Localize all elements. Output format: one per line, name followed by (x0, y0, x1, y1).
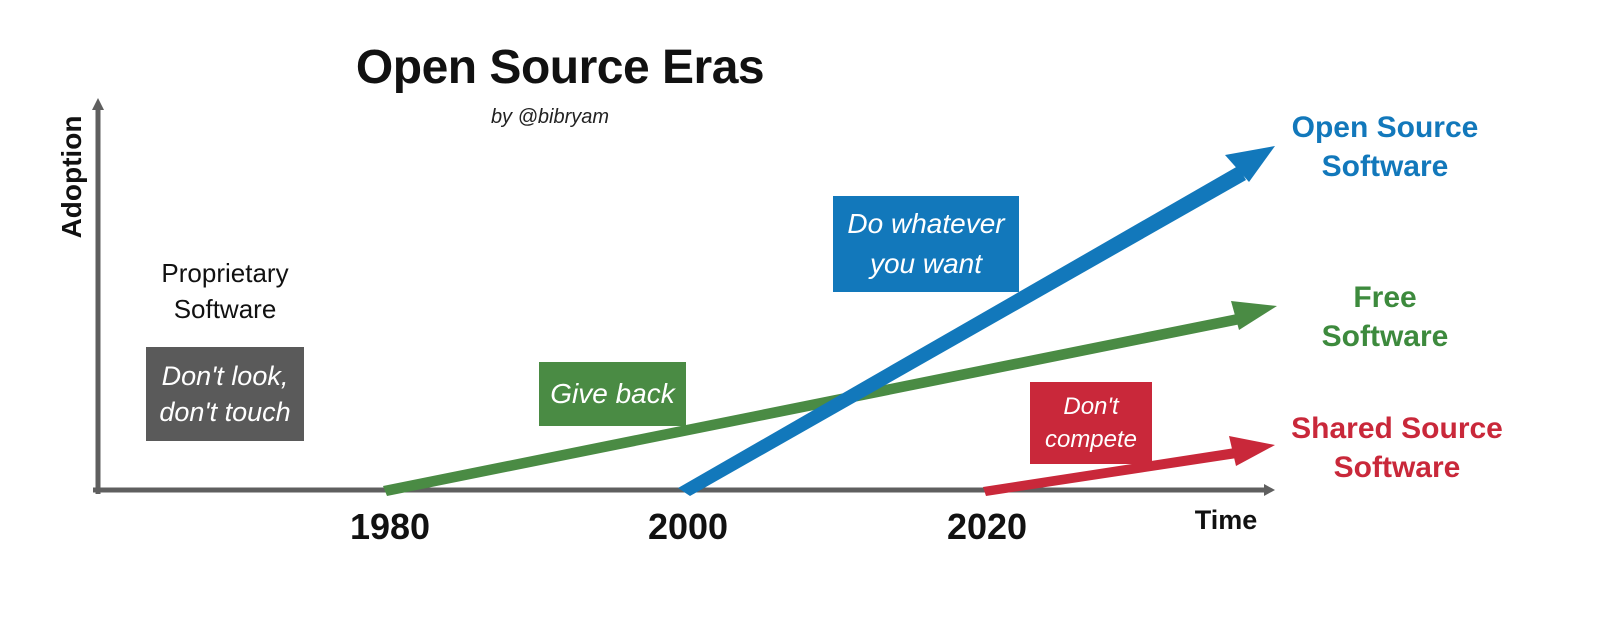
free-software-arrow (383, 301, 1277, 496)
shared-source-software-label: Shared Source Software (1277, 409, 1517, 487)
shared-source-callout-line1: Don't (1063, 393, 1119, 420)
author-credit: by @bibryam (490, 106, 610, 128)
y-axis-label: Adoption (56, 115, 87, 239)
open-source-label-line1: Open Source (1291, 111, 1479, 144)
proprietary-callout: Don't look, don't touch (146, 347, 304, 441)
shared-source-arrowhead-icon (1229, 436, 1275, 466)
x-tick-1980: 1980 (349, 506, 431, 547)
shared-source-arrow (983, 436, 1275, 496)
free-software-callout: Give back (539, 362, 686, 426)
x-tick-2020: 2020 (946, 506, 1028, 547)
x-axis-arrowhead-icon (1264, 484, 1275, 496)
free-software-callout-text: Give back (550, 378, 675, 409)
open-source-software-label: Open Source Software (1265, 108, 1505, 186)
proprietary-label-line2: Software (173, 294, 277, 324)
free-software-label: Free Software (1265, 278, 1505, 356)
x-axis (93, 484, 1275, 496)
x-axis-label: Time (1194, 505, 1258, 535)
shared-source-callout-line2: compete (1044, 426, 1138, 453)
open-source-callout: Do whatever you want (833, 196, 1019, 292)
open-source-label-line2: Software (1321, 150, 1449, 183)
open-source-arrow (678, 146, 1275, 496)
page-title: Open Source Eras (355, 41, 765, 94)
free-software-arrowhead-icon (1231, 301, 1277, 330)
open-source-callout-line2: you want (869, 248, 983, 279)
shared-source-label-line1: Shared Source (1291, 412, 1503, 445)
proprietary-callout-line1: Don't look, (161, 361, 289, 391)
proprietary-label-line1: Proprietary (161, 258, 289, 288)
free-software-label-line2: Software (1321, 320, 1449, 353)
proprietary-callout-line2: don't touch (159, 397, 291, 427)
y-axis (92, 98, 104, 494)
shared-source-callout: Don't compete (1030, 382, 1152, 464)
shared-source-label-line2: Software (1333, 451, 1461, 484)
open-source-arrowhead-icon (1225, 146, 1275, 182)
x-tick-2000: 2000 (647, 506, 729, 547)
proprietary-software-label: Proprietary Software (130, 255, 320, 327)
y-axis-arrowhead-icon (92, 98, 104, 110)
open-source-callout-line1: Do whatever (847, 208, 1005, 239)
free-software-label-line1: Free (1353, 281, 1417, 314)
